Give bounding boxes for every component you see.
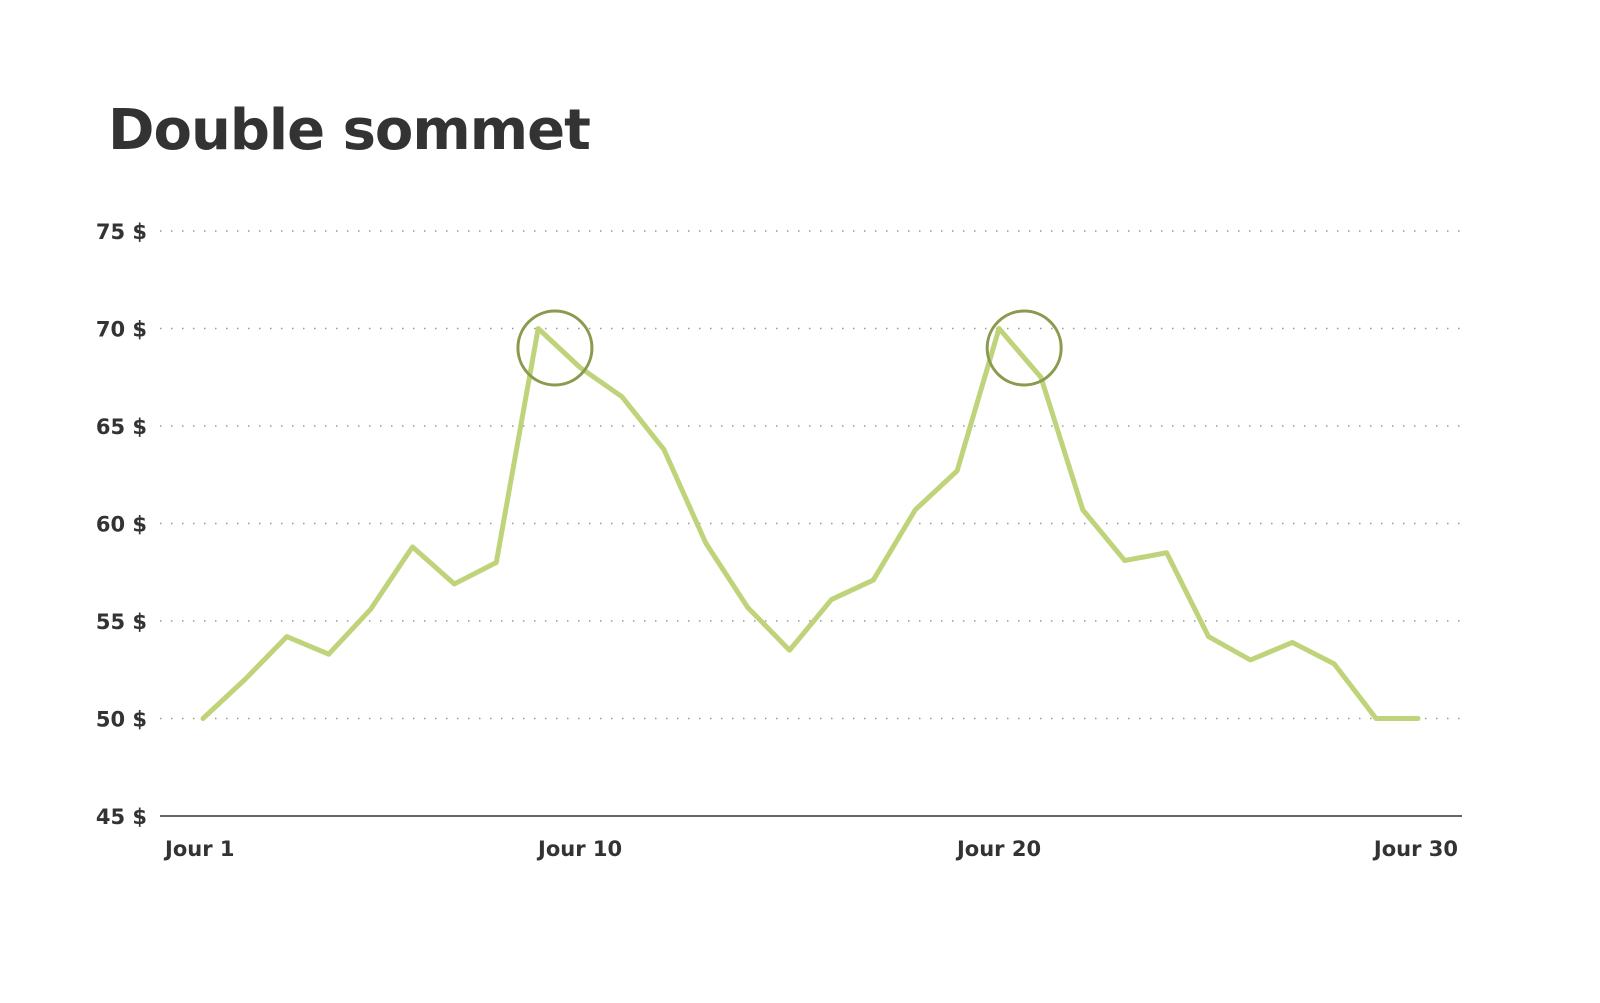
y-tick-label: 70 $: [96, 318, 147, 342]
price-line: [200, 326, 1421, 721]
x-tick-label: Jour 20: [955, 837, 1041, 861]
x-tick-label: Jour 1: [163, 837, 234, 861]
y-tick-label: 45 $: [96, 805, 147, 829]
y-tick-label: 55 $: [96, 610, 147, 634]
y-tick-label: 50 $: [96, 708, 147, 732]
y-tick-label: 60 $: [96, 513, 147, 537]
chart-title: Double sommet: [108, 98, 591, 163]
x-tick-label: Jour 30: [1372, 837, 1458, 861]
x-tick-label: Jour 10: [536, 837, 622, 861]
y-tick-label: 65 $: [96, 415, 147, 439]
peak-marker-circle: [985, 309, 1063, 387]
y-tick-label: 75 $: [96, 220, 147, 244]
peak-marker-circle: [516, 309, 594, 387]
